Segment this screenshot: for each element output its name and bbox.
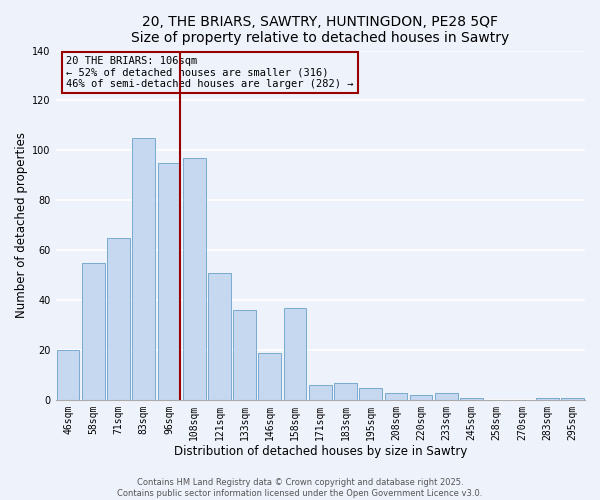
Text: 20 THE BRIARS: 106sqm
← 52% of detached houses are smaller (316)
46% of semi-det: 20 THE BRIARS: 106sqm ← 52% of detached … [66,56,353,89]
Bar [536,398,559,400]
Bar [259,353,281,400]
Bar [359,388,382,400]
Bar [107,238,130,400]
Y-axis label: Number of detached properties: Number of detached properties [15,132,28,318]
X-axis label: Distribution of detached houses by size in Sawtry: Distribution of detached houses by size … [173,444,467,458]
Bar [183,158,206,400]
Bar [208,273,231,400]
Bar [233,310,256,400]
Bar [561,398,584,400]
Bar [133,138,155,400]
Bar [309,385,332,400]
Bar [460,398,483,400]
Bar [334,382,357,400]
Bar [284,308,307,400]
Text: Contains HM Land Registry data © Crown copyright and database right 2025.
Contai: Contains HM Land Registry data © Crown c… [118,478,482,498]
Bar [82,263,104,400]
Bar [385,392,407,400]
Title: 20, THE BRIARS, SAWTRY, HUNTINGDON, PE28 5QF
Size of property relative to detach: 20, THE BRIARS, SAWTRY, HUNTINGDON, PE28… [131,15,509,45]
Bar [410,395,433,400]
Bar [435,392,458,400]
Bar [57,350,79,400]
Bar [158,163,181,400]
